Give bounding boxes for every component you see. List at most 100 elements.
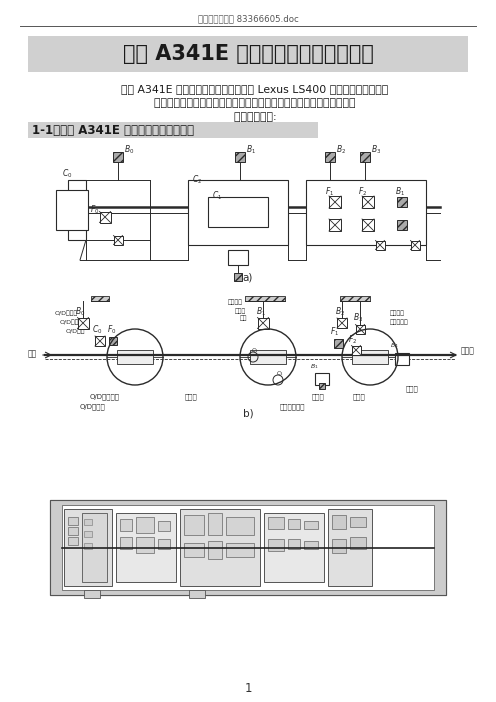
- Bar: [235, 152, 245, 162]
- Text: $B_1$: $B_1$: [395, 186, 405, 199]
- Text: $B_1$: $B_1$: [246, 143, 256, 156]
- Text: $B_4$: $B_4$: [390, 341, 399, 350]
- Bar: [375, 241, 384, 249]
- Bar: [268, 539, 284, 551]
- Bar: [411, 241, 420, 249]
- Text: $F_0$: $F_0$: [107, 324, 117, 336]
- Bar: [304, 541, 318, 549]
- Bar: [120, 537, 132, 549]
- Bar: [91, 296, 109, 301]
- Bar: [208, 197, 268, 227]
- Bar: [288, 539, 300, 549]
- Bar: [84, 531, 92, 537]
- Bar: [136, 537, 154, 553]
- Bar: [208, 541, 222, 559]
- Bar: [306, 180, 426, 245]
- Text: 1: 1: [244, 682, 252, 694]
- Bar: [245, 296, 285, 301]
- Bar: [304, 521, 318, 529]
- Text: a): a): [243, 272, 253, 282]
- Text: 自动变速器的典型代表。它有四个前进档，一个倒档。四档是超速档。: 自动变速器的典型代表。它有四个前进档，一个倒档。四档是超速档。: [140, 98, 356, 108]
- Bar: [68, 527, 78, 535]
- Bar: [116, 513, 176, 582]
- Bar: [180, 509, 260, 586]
- Bar: [50, 500, 446, 595]
- Text: O/D离合: O/D离合: [66, 329, 85, 334]
- Text: $F_1$: $F_1$: [330, 326, 339, 338]
- Text: 输入轴: 输入轴: [185, 393, 198, 399]
- Text: 前行星: 前行星: [235, 308, 246, 314]
- Text: 一、结构原理:: 一、结构原理:: [220, 112, 276, 122]
- Bar: [264, 513, 324, 582]
- Bar: [64, 509, 112, 586]
- Text: 1-1、丰田 A341E 自动变速器结构原理图: 1-1、丰田 A341E 自动变速器结构原理图: [32, 124, 194, 137]
- Text: 丰田 A341E 自动变速器普用于丰田凌志 Lexus LS400 汽车上，是辛普森式: 丰田 A341E 自动变速器普用于丰田凌志 Lexus LS400 汽车上，是辛…: [107, 84, 389, 94]
- Text: 前后太阳齿轮: 前后太阳齿轮: [280, 403, 306, 409]
- Bar: [325, 152, 335, 162]
- Bar: [208, 513, 222, 535]
- Bar: [109, 337, 117, 345]
- Bar: [114, 235, 123, 244]
- Bar: [356, 324, 365, 333]
- Text: $B_0$: $B_0$: [75, 306, 85, 319]
- Bar: [257, 317, 268, 329]
- Bar: [68, 517, 78, 525]
- Text: $F_2$: $F_2$: [358, 186, 367, 199]
- Bar: [395, 353, 409, 365]
- Bar: [352, 350, 388, 364]
- Text: 前行星架: 前行星架: [228, 300, 243, 305]
- Bar: [84, 519, 92, 525]
- Text: $B_3$: $B_3$: [371, 143, 381, 156]
- Bar: [350, 537, 366, 549]
- Bar: [350, 517, 366, 527]
- Text: 后行星架: 后行星架: [390, 310, 405, 316]
- Bar: [158, 539, 170, 549]
- Bar: [184, 543, 204, 557]
- Text: $B_0$: $B_0$: [124, 143, 134, 156]
- Bar: [184, 515, 204, 535]
- Bar: [56, 190, 88, 230]
- Bar: [332, 515, 346, 529]
- Text: $F_1$: $F_1$: [325, 186, 334, 199]
- Bar: [333, 338, 343, 347]
- Bar: [84, 543, 92, 549]
- Text: $B_2$: $B_2$: [335, 306, 345, 319]
- Text: $C_3$: $C_3$: [276, 369, 284, 378]
- Bar: [50, 500, 446, 595]
- Bar: [250, 350, 286, 364]
- Bar: [77, 317, 88, 329]
- Text: b): b): [243, 408, 253, 418]
- Text: $B_2$: $B_2$: [336, 143, 346, 156]
- Bar: [226, 543, 254, 557]
- Bar: [120, 519, 132, 531]
- Bar: [68, 537, 78, 545]
- Bar: [337, 318, 347, 328]
- Text: $F_0$: $F_0$: [90, 203, 100, 216]
- Bar: [82, 513, 107, 582]
- Text: $C_2$: $C_2$: [192, 173, 202, 185]
- Text: O/D行星架: O/D行星架: [55, 310, 78, 316]
- Bar: [329, 196, 341, 208]
- Text: 丰田 A341E 自动变速器拆装指导资料: 丰田 A341E 自动变速器拆装指导资料: [123, 44, 373, 64]
- Text: 广州市交通学校 83366605.doc: 广州市交通学校 83366605.doc: [197, 15, 299, 23]
- Text: O/D行星齿轮: O/D行星齿轮: [60, 319, 87, 325]
- Bar: [113, 152, 123, 162]
- Bar: [226, 517, 254, 535]
- Bar: [28, 36, 468, 72]
- Text: 后行星齿轮: 后行星齿轮: [390, 319, 409, 325]
- Bar: [228, 250, 248, 265]
- Bar: [397, 197, 407, 207]
- Text: 输出轴: 输出轴: [406, 385, 419, 392]
- Text: $C_1$: $C_1$: [212, 190, 222, 202]
- Bar: [188, 180, 288, 245]
- Bar: [397, 220, 407, 230]
- Text: $F_2$: $F_2$: [348, 333, 357, 345]
- Text: $B_1$: $B_1$: [256, 306, 266, 319]
- Bar: [68, 180, 86, 240]
- Bar: [189, 590, 205, 598]
- Bar: [234, 273, 242, 281]
- Bar: [352, 345, 361, 355]
- Bar: [95, 336, 105, 346]
- Bar: [62, 505, 434, 590]
- Bar: [136, 517, 154, 533]
